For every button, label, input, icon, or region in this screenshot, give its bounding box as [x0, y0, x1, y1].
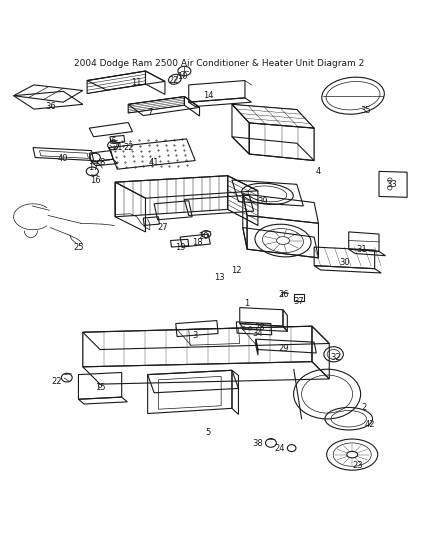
Text: 31: 31 — [357, 245, 367, 254]
Text: 14: 14 — [203, 91, 213, 100]
Text: 37: 37 — [293, 296, 304, 305]
Text: 27: 27 — [158, 223, 168, 232]
Text: 13: 13 — [214, 273, 224, 282]
Text: 35: 35 — [361, 106, 371, 115]
Text: 19: 19 — [175, 243, 185, 252]
Text: 22: 22 — [168, 76, 179, 85]
Text: 10: 10 — [177, 72, 187, 80]
Text: 30: 30 — [339, 257, 350, 266]
Text: 11: 11 — [131, 78, 142, 87]
Text: 21: 21 — [112, 143, 123, 152]
Text: 3: 3 — [193, 331, 198, 340]
Text: 25: 25 — [73, 243, 84, 252]
Text: 24: 24 — [274, 443, 285, 453]
Text: 17: 17 — [88, 163, 99, 172]
Text: 39: 39 — [257, 197, 268, 206]
Text: 23: 23 — [352, 461, 363, 470]
Text: 41: 41 — [149, 158, 159, 167]
Text: 32: 32 — [330, 353, 341, 362]
Text: 4: 4 — [316, 167, 321, 176]
Text: 7: 7 — [147, 109, 152, 117]
Text: 12: 12 — [231, 266, 241, 276]
Text: 22: 22 — [52, 377, 62, 385]
Text: 34: 34 — [253, 329, 263, 338]
Bar — [294, 294, 304, 301]
Text: 40: 40 — [58, 154, 69, 163]
Text: 2004 Dodge Ram 2500 Air Conditioner & Heater Unit Diagram 2: 2004 Dodge Ram 2500 Air Conditioner & He… — [74, 59, 364, 68]
Text: 6: 6 — [110, 136, 116, 146]
Text: 29: 29 — [279, 344, 289, 353]
Text: 38: 38 — [253, 439, 263, 448]
Text: 18: 18 — [192, 238, 203, 247]
Text: 2: 2 — [361, 402, 367, 411]
Text: 28: 28 — [255, 322, 265, 332]
Text: 42: 42 — [365, 420, 376, 429]
Text: 1: 1 — [244, 299, 250, 308]
Text: 33: 33 — [387, 180, 397, 189]
Text: 22: 22 — [123, 143, 134, 152]
Text: 15: 15 — [95, 383, 105, 392]
Text: 8: 8 — [99, 158, 105, 167]
Text: 36: 36 — [45, 102, 56, 111]
Text: 5: 5 — [205, 429, 211, 438]
Text: 16: 16 — [90, 175, 101, 184]
Text: 20: 20 — [198, 232, 209, 241]
Text: 26: 26 — [279, 290, 289, 299]
